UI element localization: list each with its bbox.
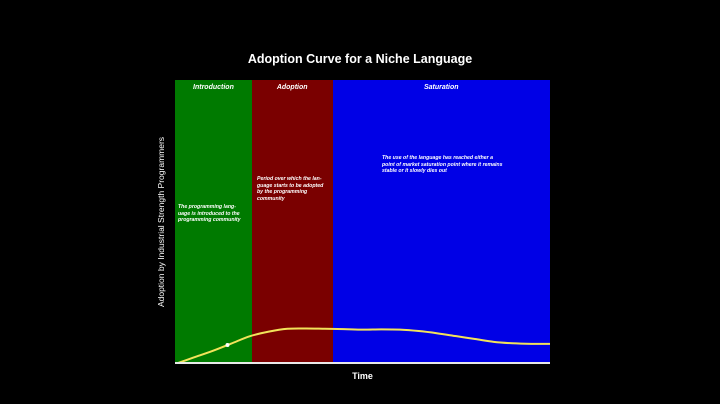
series-line-adoption bbox=[175, 327, 550, 364]
x-axis-label: Time bbox=[352, 371, 373, 381]
y-axis-label: Adoption by Industrial Strength Programm… bbox=[156, 136, 166, 308]
chart-title: Adoption Curve for a Niche Language bbox=[247, 52, 473, 66]
phase-description-adoption: Period over which the lan- guage starts … bbox=[257, 176, 324, 202]
phase-band-saturation: Saturation bbox=[332, 80, 550, 364]
phase-label-adoption: Adoption bbox=[276, 84, 308, 91]
adoption-curve-chart bbox=[175, 327, 550, 364]
phase-band-introduction: Introduction bbox=[175, 80, 252, 364]
phase-label-saturation: Saturation bbox=[423, 84, 459, 91]
phase-band-adoption: Adoption bbox=[251, 80, 333, 364]
phase-label-introduction: Introduction bbox=[193, 84, 234, 91]
curve-marker-point bbox=[225, 342, 230, 347]
x-axis-baseline bbox=[175, 362, 550, 364]
phase-description-saturation: The use of the language has reached eith… bbox=[382, 155, 503, 174]
phase-description-introduction: The programming lang- uage is introduced… bbox=[178, 204, 241, 223]
plot-area: Introduction Adoption Saturation The pro… bbox=[175, 80, 550, 364]
